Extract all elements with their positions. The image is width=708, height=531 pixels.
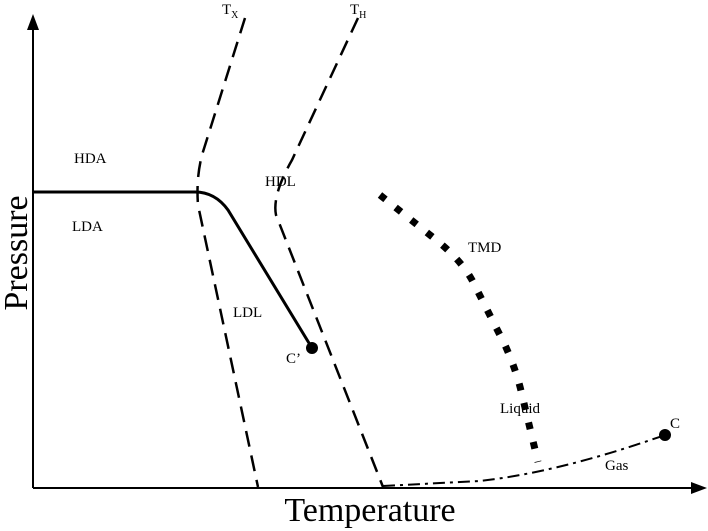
transition-line [33, 190, 314, 349]
region-label: TMD [468, 240, 502, 256]
coexistence-curve [382, 434, 666, 487]
tmd-curve [377, 192, 542, 463]
tx-curve [196, 17, 260, 488]
region-label: Liquid [500, 401, 540, 417]
axes [32, 26, 697, 489]
region-label: HDL [265, 174, 296, 190]
region-label: Gas [605, 458, 628, 474]
curve-label: TX [222, 2, 239, 21]
critical-point [659, 429, 671, 441]
region-label: LDA [72, 219, 103, 235]
x-axis-label: Temperature [284, 492, 455, 529]
curve-label: TH [350, 2, 366, 21]
x-arrow [691, 482, 707, 494]
point-label: C [670, 416, 680, 432]
region-label: LDL [233, 305, 262, 321]
critical-point [306, 342, 318, 354]
y-arrow [27, 14, 39, 30]
y-axis-label: Pressure [0, 195, 35, 310]
region-label: HDA [74, 151, 107, 167]
th-curve [274, 17, 385, 488]
point-label: C’ [286, 351, 301, 367]
